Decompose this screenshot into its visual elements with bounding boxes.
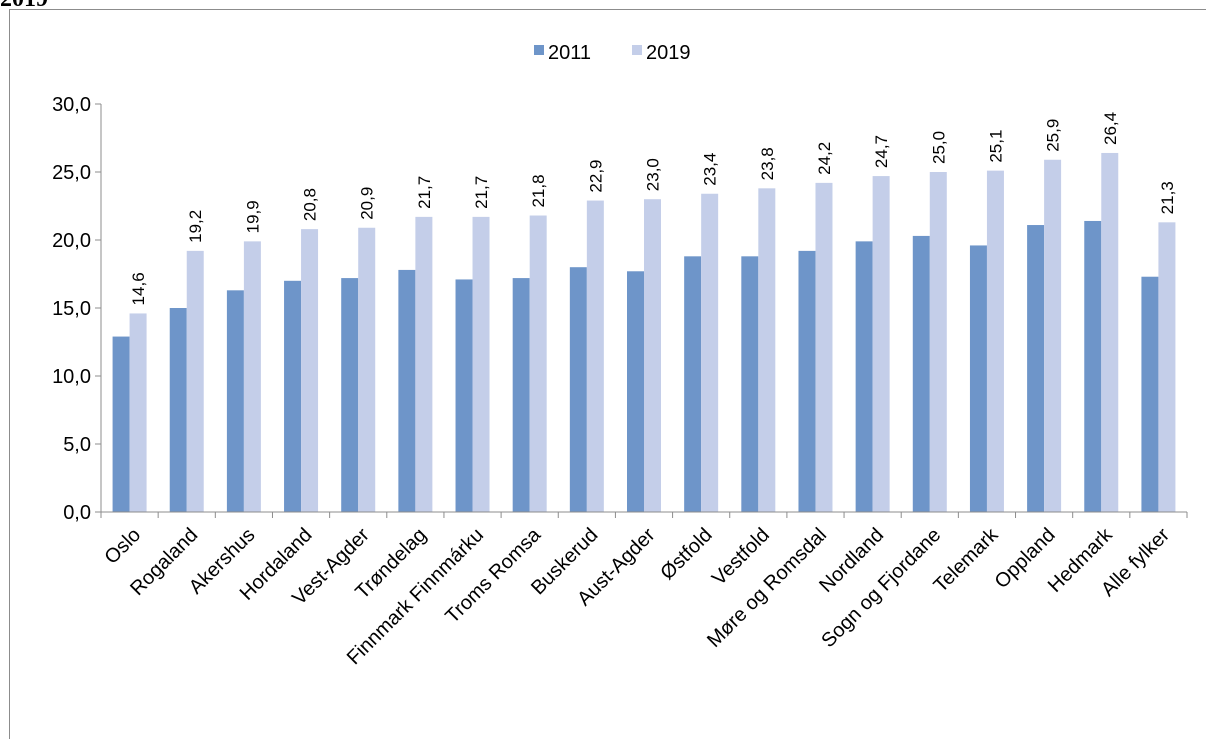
data-label: 23,0 bbox=[644, 158, 663, 191]
bar-2019 bbox=[872, 176, 890, 512]
data-label: 22,9 bbox=[586, 159, 605, 192]
data-label: 26,4 bbox=[1101, 112, 1120, 145]
data-label: 21,8 bbox=[529, 174, 548, 207]
legend-swatch-2011 bbox=[534, 45, 544, 55]
data-label: 25,0 bbox=[929, 131, 948, 164]
bar-2019 bbox=[186, 250, 204, 512]
bar-2011 bbox=[684, 256, 702, 512]
bar-2011 bbox=[226, 290, 244, 512]
bar-2011 bbox=[569, 267, 587, 512]
data-label: 24,7 bbox=[872, 135, 891, 168]
bar-2011 bbox=[741, 256, 759, 512]
bar-2019 bbox=[1101, 152, 1119, 512]
bar-2011 bbox=[398, 269, 416, 512]
data-label: 19,9 bbox=[243, 200, 262, 233]
data-label: 14,6 bbox=[129, 272, 148, 305]
bar-2019 bbox=[815, 182, 833, 512]
category-label: Telemark bbox=[930, 523, 1004, 597]
bar-2019 bbox=[129, 313, 147, 512]
bar-2011 bbox=[1027, 225, 1045, 513]
data-label: 20,9 bbox=[358, 187, 377, 220]
bars bbox=[112, 152, 1176, 513]
bar-2011 bbox=[912, 235, 930, 513]
bar-2019 bbox=[701, 193, 719, 512]
data-labels: 14,6 19,2 19,9 20,8 20,9 21,7 21,7 21,8 22,9 23,0… bbox=[129, 112, 1177, 306]
y-tick-label: 15,0 bbox=[52, 298, 91, 320]
bar-2019 bbox=[1158, 222, 1176, 512]
y-tick-label: 10,0 bbox=[52, 366, 91, 388]
bar-2011 bbox=[455, 279, 473, 512]
bar-2011 bbox=[169, 308, 187, 512]
bar-2019 bbox=[358, 227, 376, 512]
legend-label-2019: 2019 bbox=[646, 42, 691, 64]
bar-2019 bbox=[1044, 159, 1062, 512]
bar-2019 bbox=[986, 170, 1004, 512]
bar-2011 bbox=[512, 278, 530, 512]
bar-2011 bbox=[284, 280, 302, 512]
y-tick-label: 30,0 bbox=[52, 94, 91, 116]
bar-2019 bbox=[243, 241, 261, 513]
x-axis: OsloRogalandAkershusHordalandVest-AgderT… bbox=[100, 511, 1188, 669]
legend-label-2011: 2011 bbox=[548, 42, 591, 64]
data-label: 21,7 bbox=[472, 176, 491, 209]
bar-2019 bbox=[758, 188, 776, 512]
bar-2011 bbox=[1141, 276, 1159, 512]
data-label: 24,2 bbox=[815, 142, 834, 175]
bar-2011 bbox=[341, 278, 359, 512]
y-tick-label: 5,0 bbox=[63, 434, 91, 456]
bar-2011 bbox=[112, 336, 130, 512]
y-tick-label: 25,0 bbox=[52, 162, 91, 184]
data-label: 21,3 bbox=[1158, 181, 1177, 214]
data-label: 20,8 bbox=[301, 188, 320, 221]
bar-2011 bbox=[855, 241, 873, 513]
y-tick-label: 20,0 bbox=[52, 230, 91, 252]
bar-2019 bbox=[415, 216, 433, 512]
bar-2019 bbox=[301, 229, 319, 512]
bar-2019 bbox=[472, 216, 490, 512]
data-label: 25,9 bbox=[1044, 119, 1063, 152]
data-label: 21,7 bbox=[415, 176, 434, 209]
y-axis: 0,0 5,0 10,0 15,0 20,0 25,0 30,0 bbox=[52, 94, 102, 524]
bar-2011 bbox=[627, 271, 644, 512]
bar-2019 bbox=[529, 215, 547, 512]
category-label: Oslo bbox=[100, 524, 145, 569]
data-label: 25,1 bbox=[986, 130, 1005, 163]
legend: 2011 2019 bbox=[534, 42, 691, 64]
data-label: 23,8 bbox=[758, 147, 777, 180]
data-label: 23,4 bbox=[701, 153, 720, 186]
bar-2019 bbox=[644, 199, 661, 512]
chart-frame bbox=[9, 9, 1206, 739]
bar-2019 bbox=[929, 172, 947, 512]
bar-2011 bbox=[1084, 220, 1102, 512]
data-label: 19,2 bbox=[186, 210, 205, 243]
bar-2019 bbox=[586, 200, 604, 512]
bar-2011 bbox=[798, 250, 816, 512]
bar-2011 bbox=[969, 245, 987, 512]
y-tick-label: 0,0 bbox=[63, 502, 91, 524]
legend-swatch-2019 bbox=[632, 45, 642, 55]
